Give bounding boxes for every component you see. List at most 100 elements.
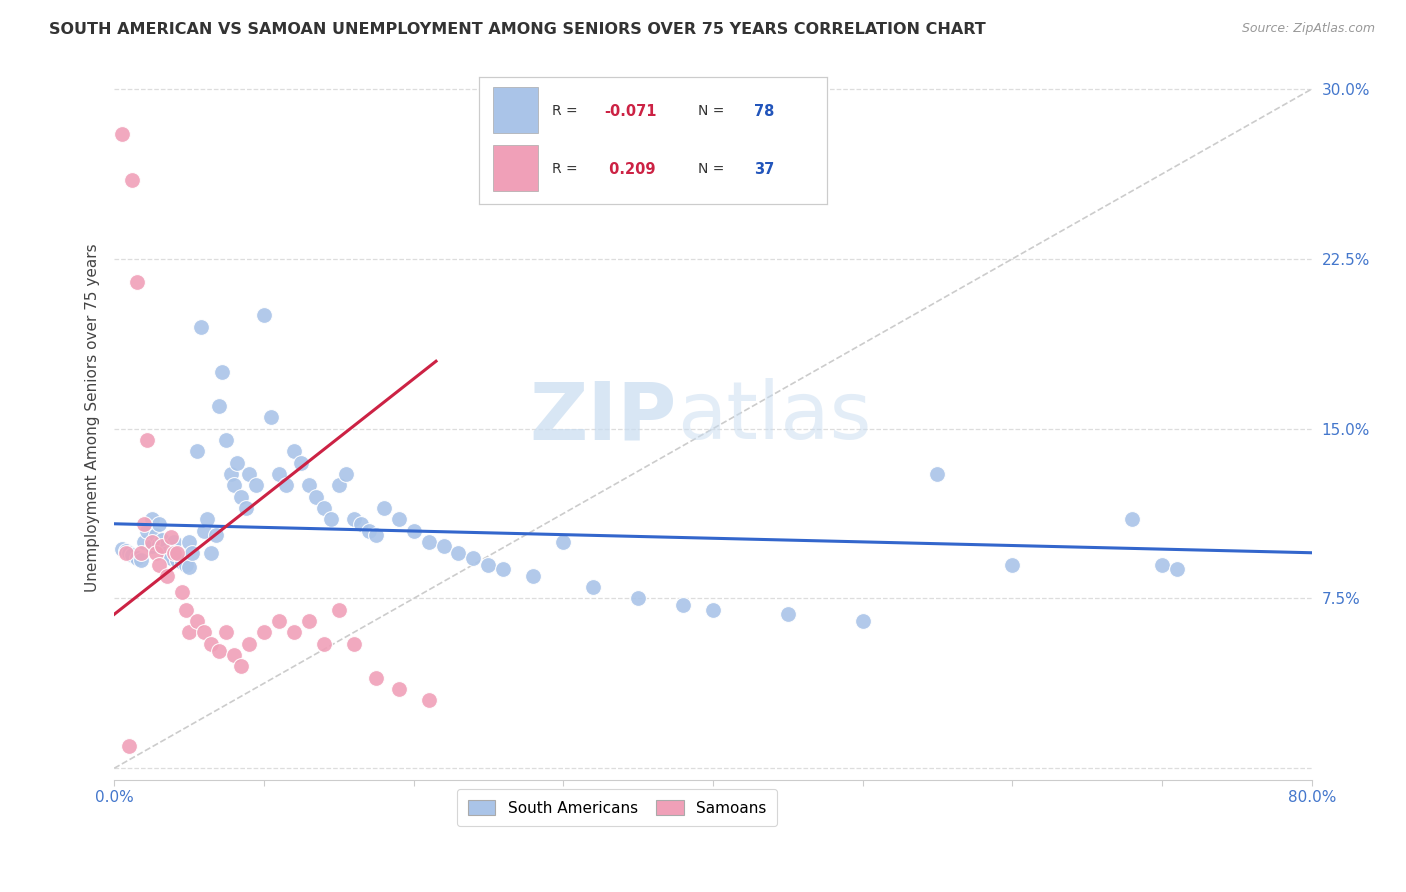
Point	[190, 319, 212, 334]
Point	[492, 562, 515, 576]
Point	[163, 546, 186, 560]
Point	[193, 524, 215, 538]
Point	[418, 535, 440, 549]
Point	[477, 558, 499, 572]
Point	[170, 555, 193, 569]
Point	[927, 467, 949, 481]
Point	[335, 467, 357, 481]
Point	[150, 533, 173, 547]
Point	[267, 467, 290, 481]
Point	[432, 540, 454, 554]
Point	[357, 524, 380, 538]
Legend: South Americans, Samoans: South Americans, Samoans	[457, 789, 778, 826]
Point	[553, 535, 575, 549]
Point	[186, 614, 208, 628]
Point	[148, 537, 170, 551]
Point	[267, 614, 290, 628]
Point	[328, 478, 350, 492]
Point	[219, 467, 242, 481]
Point	[121, 549, 143, 563]
Point	[115, 546, 138, 560]
Point	[141, 540, 163, 554]
Point	[136, 433, 159, 447]
Point	[276, 478, 298, 492]
Point	[290, 456, 312, 470]
Point	[522, 569, 544, 583]
Point	[463, 550, 485, 565]
Point	[186, 444, 208, 458]
Point	[235, 500, 257, 515]
Point	[1121, 512, 1143, 526]
Point	[627, 591, 650, 606]
Point	[148, 516, 170, 531]
Point	[418, 693, 440, 707]
Point	[211, 365, 233, 379]
Point	[166, 553, 188, 567]
Point	[343, 512, 366, 526]
Point	[111, 128, 134, 142]
Point	[118, 546, 141, 560]
Point	[145, 546, 167, 560]
Point	[702, 603, 724, 617]
Point	[141, 512, 163, 526]
Point	[205, 528, 228, 542]
Point	[321, 512, 343, 526]
Point	[253, 309, 276, 323]
Point	[166, 546, 188, 560]
Point	[245, 478, 267, 492]
Point	[226, 456, 249, 470]
Point	[160, 550, 183, 565]
Point	[136, 524, 159, 538]
Text: Source: ZipAtlas.com: Source: ZipAtlas.com	[1241, 22, 1375, 36]
Point	[193, 625, 215, 640]
Point	[1150, 558, 1173, 572]
Point	[174, 603, 197, 617]
Point	[121, 172, 143, 186]
Point	[447, 546, 470, 560]
Point	[582, 580, 605, 594]
Point	[215, 625, 238, 640]
Point	[134, 516, 156, 531]
Point	[260, 410, 283, 425]
Point	[163, 535, 186, 549]
Point	[222, 478, 245, 492]
Point	[283, 625, 305, 640]
Point	[118, 739, 141, 753]
Point	[253, 625, 276, 640]
Point	[160, 530, 183, 544]
Text: ZIP: ZIP	[530, 378, 678, 457]
Text: SOUTH AMERICAN VS SAMOAN UNEMPLOYMENT AMONG SENIORS OVER 75 YEARS CORRELATION CH: SOUTH AMERICAN VS SAMOAN UNEMPLOYMENT AM…	[49, 22, 986, 37]
Point	[231, 490, 253, 504]
Point	[366, 671, 388, 685]
Point	[238, 637, 260, 651]
Point	[115, 544, 138, 558]
Point	[150, 540, 173, 554]
Point	[1001, 558, 1024, 572]
Point	[350, 516, 373, 531]
Point	[312, 500, 335, 515]
Point	[852, 614, 875, 628]
Point	[111, 541, 134, 556]
Point	[208, 399, 231, 413]
Text: atlas: atlas	[678, 378, 872, 457]
Point	[148, 558, 170, 572]
Point	[155, 569, 177, 583]
Point	[672, 599, 695, 613]
Point	[1166, 562, 1188, 576]
Point	[177, 559, 200, 574]
Point	[134, 535, 156, 549]
Point	[163, 541, 186, 556]
Point	[312, 637, 335, 651]
Point	[129, 553, 152, 567]
Point	[141, 535, 163, 549]
Point	[125, 275, 148, 289]
Point	[373, 500, 395, 515]
Point	[328, 603, 350, 617]
Point	[177, 625, 200, 640]
Point	[231, 659, 253, 673]
Point	[174, 558, 197, 572]
Point	[776, 607, 799, 622]
Point	[215, 433, 238, 447]
Point	[222, 648, 245, 662]
Point	[366, 528, 388, 542]
